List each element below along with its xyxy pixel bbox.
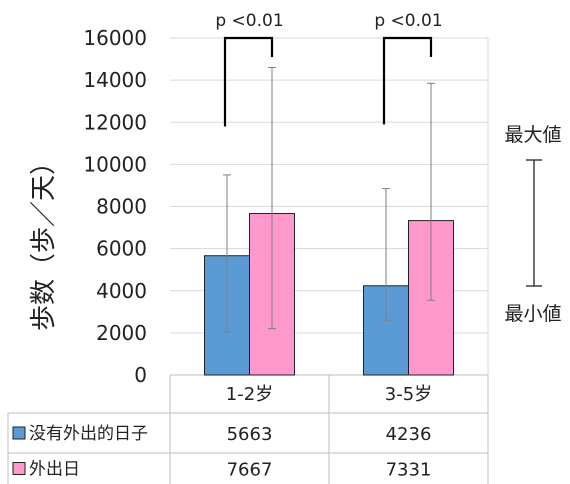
y-tick-label: 2000 (96, 321, 147, 345)
table-value: 5663 (227, 424, 273, 445)
significance-brackets: p <0.01 p <0.01 (215, 11, 443, 127)
table-value: 4236 (386, 424, 432, 445)
x-tick-label: 3-5岁 (385, 384, 432, 405)
table-value: 7667 (227, 460, 273, 481)
significance-label: p <0.01 (215, 11, 283, 31)
y-tick-label: 0 (134, 363, 147, 387)
error-bars (223, 66, 435, 333)
series-name: 外出日 (29, 460, 80, 480)
y-axis-ticks: 0 2000 4000 6000 8000 10000 12000 14000 16000 (83, 26, 147, 387)
errorbar-legend-max-label: 最大値 (504, 124, 561, 146)
y-axis-title: 歩数（歩／天） (29, 149, 59, 331)
y-tick-label: 14000 (83, 68, 147, 92)
x-tick-label: 1-2岁 (226, 384, 273, 405)
significance-bracket (223, 36, 274, 127)
significance-label: p <0.01 (374, 11, 442, 31)
series-name: 没有外出的日子 (29, 424, 148, 444)
y-tick-label: 16000 (83, 26, 147, 50)
y-tick-label: 12000 (83, 110, 147, 134)
table-value: 7331 (386, 460, 432, 481)
legend-swatch (12, 426, 26, 440)
bars (204, 213, 454, 376)
bar (363, 285, 409, 376)
legend-swatch (12, 462, 26, 475)
y-tick-label: 6000 (96, 237, 147, 261)
errorbar-legend: 最大値 最小値 (504, 124, 561, 325)
significance-bracket (382, 36, 433, 125)
errorbar-legend-min-label: 最小値 (504, 303, 561, 325)
y-tick-label: 10000 (83, 152, 147, 176)
y-tick-label: 4000 (96, 279, 147, 303)
y-tick-label: 8000 (96, 195, 147, 219)
